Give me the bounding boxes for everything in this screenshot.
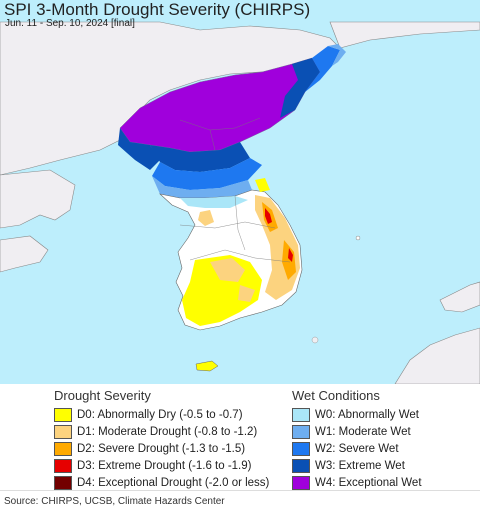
wet-swatch xyxy=(292,441,310,456)
japan-island-2 xyxy=(439,281,480,313)
drought-legend-label: D1: Moderate Drought (-0.8 to -1.2) xyxy=(77,425,258,438)
central-d0 xyxy=(255,178,270,192)
wet-legend-item: W0: Abnormally Wet xyxy=(292,406,422,423)
china-landmass xyxy=(0,21,341,176)
wet-legend-item: W2: Severe Wet xyxy=(292,440,422,457)
drought-swatch xyxy=(54,475,72,490)
drought-map xyxy=(0,21,480,384)
wet-legend-label: W3: Extreme Wet xyxy=(315,459,405,472)
wet-swatch xyxy=(292,424,310,439)
wet-legend-label: W1: Moderate Wet xyxy=(315,425,411,438)
map-title: SPI 3-Month Drought Severity (CHIRPS) xyxy=(4,0,311,19)
wet-swatch xyxy=(292,407,310,422)
drought-legend-label: D4: Exceptional Drought (-2.0 or less) xyxy=(77,476,270,489)
japan-landmass xyxy=(394,327,480,384)
drought-legend-label: D2: Severe Drought (-1.3 to -1.5) xyxy=(77,442,246,455)
drought-swatch xyxy=(54,441,72,456)
wet-legend-item: W1: Moderate Wet xyxy=(292,423,422,440)
drought-legend-item: D1: Moderate Drought (-0.8 to -1.2) xyxy=(54,423,269,440)
drought-legend-item: D0: Abnormally Dry (-0.5 to -0.7) xyxy=(54,406,269,423)
east-coast-d3-north xyxy=(265,208,272,224)
wet-swatch xyxy=(292,475,310,490)
map-subtitle: Jun. 11 - Sep. 10, 2024 [final] xyxy=(5,18,135,29)
southwest-d1-a xyxy=(210,258,245,282)
north-korea-w2-band xyxy=(305,46,340,92)
north-korea-w1-band xyxy=(328,44,346,66)
wet-legend-item: W3: Extreme Wet xyxy=(292,457,422,474)
tsushima-island xyxy=(311,336,319,344)
southwest-d1-b xyxy=(238,285,255,302)
north-korea-w3-band xyxy=(280,58,320,118)
shandong-peninsula xyxy=(0,235,49,273)
footer-divider xyxy=(0,490,480,491)
wet-legend-item: W4: Exceptional Wet xyxy=(292,474,422,491)
nk-south-w2 xyxy=(152,158,262,190)
russia-landmass xyxy=(329,21,480,49)
wet-legend-label: W0: Abnormally Wet xyxy=(315,408,419,421)
nk-south-w3 xyxy=(150,142,250,172)
map-panel: SPI 3-Month Drought Severity (CHIRPS) Ju… xyxy=(0,0,480,384)
drought-legend-item: D2: Severe Drought (-1.3 to -1.5) xyxy=(54,440,269,457)
admin-boundaries xyxy=(179,117,291,263)
nk-south-w1 xyxy=(152,176,252,198)
drought-legend-item: D3: Extreme Drought (-1.6 to -1.9) xyxy=(54,457,269,474)
east-coast-d2-south xyxy=(282,240,296,280)
wet-legend: Wet Conditions W0: Abnormally Wet W1: Mod… xyxy=(292,388,422,491)
drought-legend-title: Drought Severity xyxy=(54,388,151,403)
source-credit: Source: CHIRPS, UCSB, Climate Hazards Ce… xyxy=(4,496,225,507)
wet-swatch xyxy=(292,458,310,473)
wet-legend-title: Wet Conditions xyxy=(292,388,380,403)
ulleung-island xyxy=(355,235,361,241)
drought-swatch xyxy=(54,424,72,439)
west-coast-d1 xyxy=(198,210,214,226)
north-korea-west-w3 xyxy=(118,128,160,170)
wet-legend-label: W4: Exceptional Wet xyxy=(315,476,422,489)
wet-legend-label: W2: Severe Wet xyxy=(315,442,399,455)
drought-legend-label: D3: Extreme Drought (-1.6 to -1.9) xyxy=(77,459,252,472)
east-coast-d3-south xyxy=(288,248,293,262)
drought-swatch xyxy=(54,458,72,473)
south-korea-w0 xyxy=(180,196,248,208)
jeju-island xyxy=(195,360,219,372)
drought-legend-item: D4: Exceptional Drought (-2.0 or less) xyxy=(54,474,269,491)
drought-legend-label: D0: Abnormally Dry (-0.5 to -0.7) xyxy=(77,408,243,421)
drought-swatch xyxy=(54,407,72,422)
china-southwest xyxy=(0,169,76,229)
drought-legend: Drought Severity D0: Abnormally Dry (-0.… xyxy=(54,388,269,491)
